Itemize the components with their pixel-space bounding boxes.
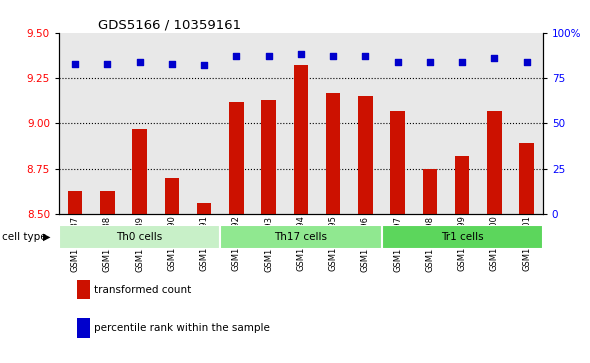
Point [522, 59, 532, 65]
Text: Tr1 cells: Tr1 cells [441, 232, 483, 242]
Point [425, 59, 435, 65]
Bar [229, 102, 244, 214]
Text: cell type: cell type [2, 232, 47, 242]
Bar [422, 169, 437, 214]
Text: transformed count: transformed count [94, 285, 192, 295]
Bar [294, 65, 308, 214]
Bar [68, 191, 83, 214]
Point [264, 53, 273, 59]
Bar [326, 93, 340, 214]
Point [360, 53, 370, 59]
Bar [261, 100, 276, 214]
Point [199, 62, 209, 68]
Point [329, 53, 338, 59]
Point [70, 61, 80, 66]
Bar [197, 203, 211, 214]
Point [103, 61, 112, 66]
Text: ▶: ▶ [42, 232, 50, 242]
Bar [382, 225, 543, 249]
Bar [132, 129, 147, 214]
Bar [487, 111, 502, 214]
Point [232, 53, 241, 59]
Text: GDS5166 / 10359161: GDS5166 / 10359161 [98, 19, 241, 32]
Text: Th0 cells: Th0 cells [116, 232, 163, 242]
Text: Th17 cells: Th17 cells [274, 232, 327, 242]
Text: percentile rank within the sample: percentile rank within the sample [94, 323, 270, 333]
Point [167, 61, 176, 66]
Bar [391, 111, 405, 214]
Bar [455, 156, 470, 214]
Bar [220, 225, 382, 249]
Bar [519, 143, 534, 214]
Bar [59, 225, 220, 249]
Bar [100, 191, 114, 214]
Point [135, 59, 145, 65]
Point [490, 55, 499, 61]
Bar [165, 178, 179, 214]
Bar [358, 96, 373, 214]
Point [296, 52, 306, 57]
Point [457, 59, 467, 65]
Point [393, 59, 402, 65]
